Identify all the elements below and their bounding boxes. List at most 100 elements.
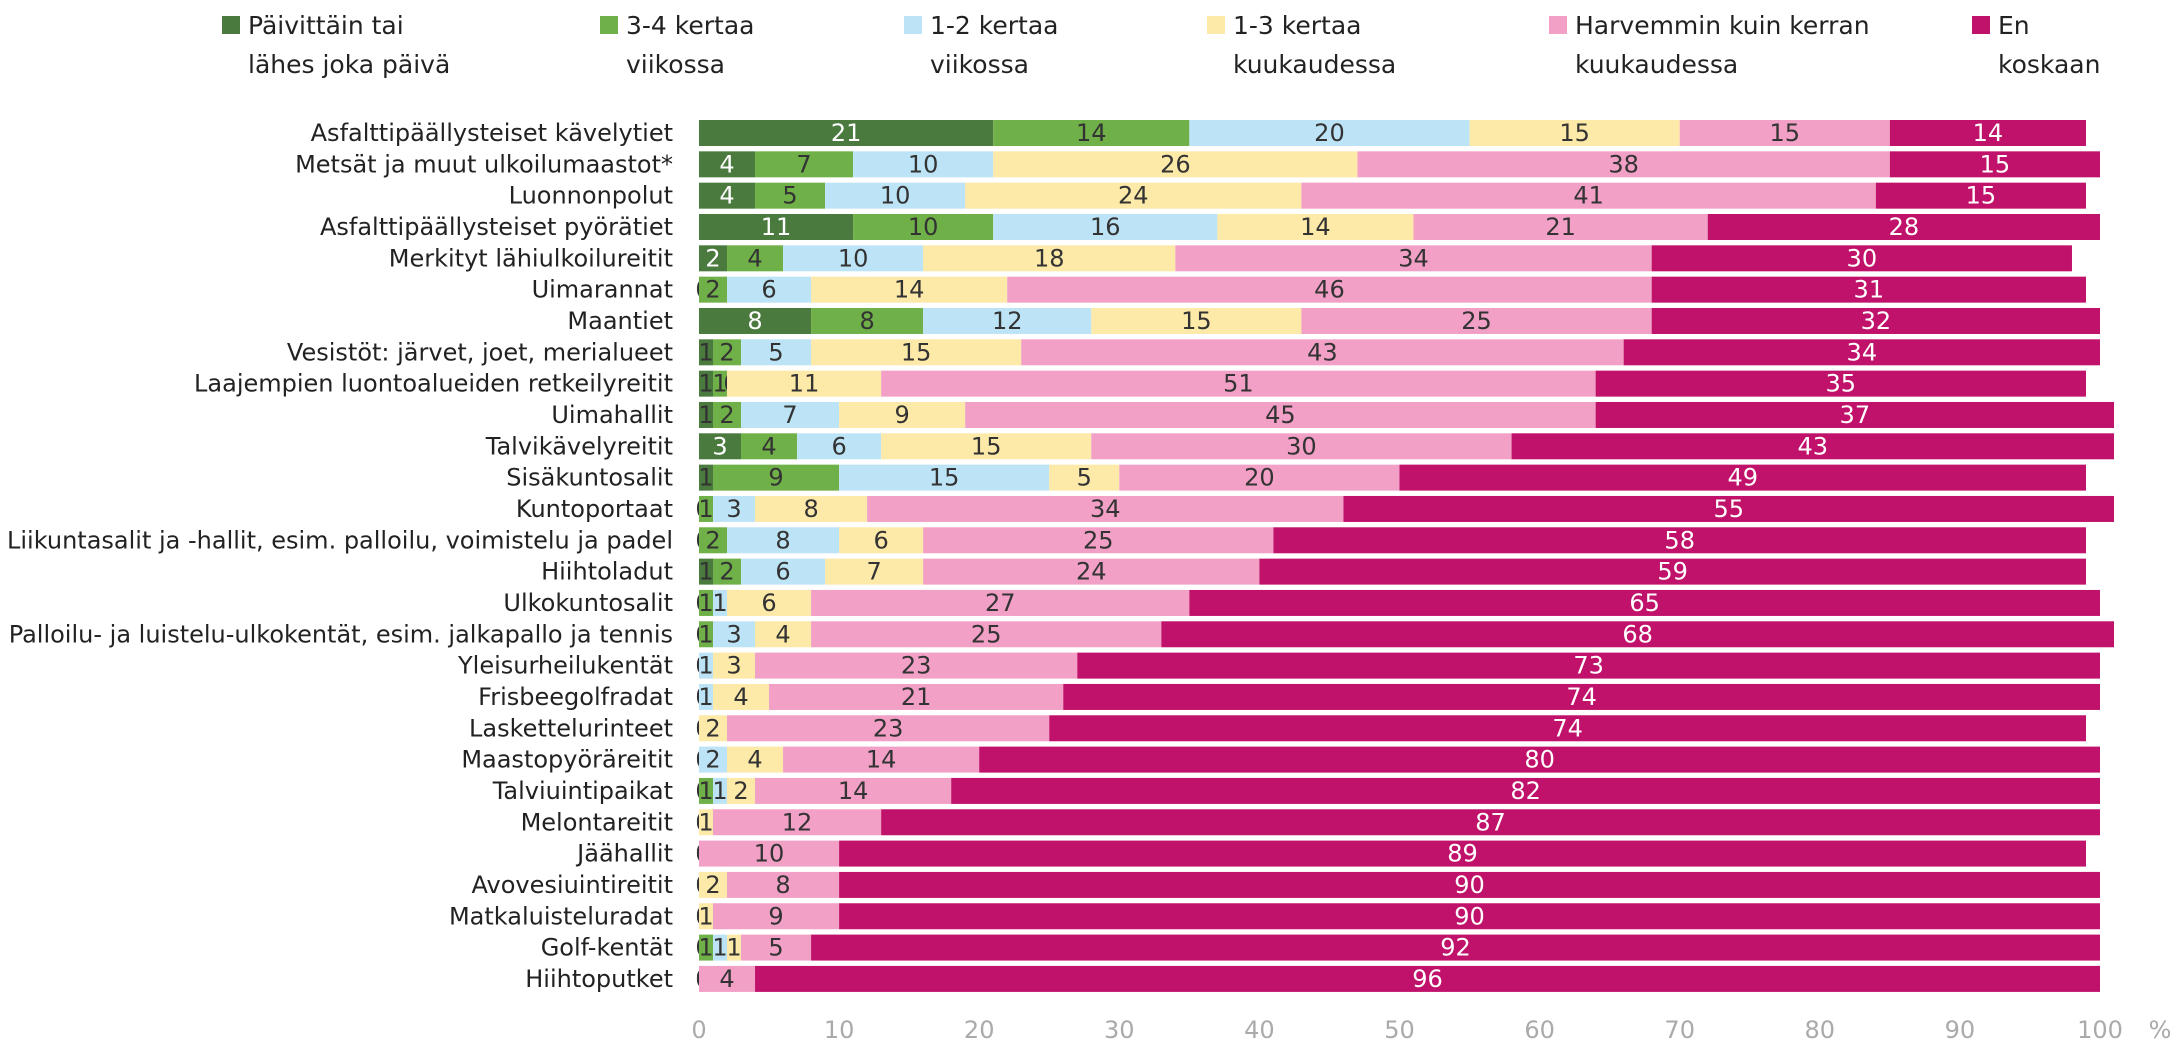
value-label: 1 xyxy=(698,370,713,398)
category-label: Sisäkuntosalit xyxy=(506,464,673,492)
category-label: Ulkokuntosalit xyxy=(503,589,673,617)
bar-segment xyxy=(755,495,868,522)
bar-segment xyxy=(811,589,1190,616)
bar-segment xyxy=(1301,307,1652,334)
value-label: 15 xyxy=(1980,150,2011,178)
bar-segment xyxy=(965,182,1302,209)
value-label: 51 xyxy=(1223,370,1254,398)
bar-segment xyxy=(1469,120,1680,146)
bar-segment xyxy=(993,151,1358,178)
value-label: 10 xyxy=(908,150,939,178)
bar-segment xyxy=(1413,213,1708,240)
legend-item: 1-3 kertaa kuukaudessa xyxy=(1207,6,1457,84)
value-label: 2 xyxy=(705,871,720,899)
bar-segment xyxy=(699,339,714,366)
x-tick-label: 50 xyxy=(1384,1016,1415,1040)
bar-segment xyxy=(867,495,1344,522)
bar-segment xyxy=(1049,464,1120,491)
value-label: 31 xyxy=(1854,276,1885,304)
value-label: 2 xyxy=(705,276,720,304)
category-label: Metsät ja muut ulkoilumaastot* xyxy=(295,150,673,178)
x-tick-label: 30 xyxy=(1104,1016,1135,1040)
value-label: 26 xyxy=(1160,150,1191,178)
x-tick-label: 20 xyxy=(964,1016,995,1040)
value-label: 41 xyxy=(1573,182,1604,210)
bar-segment xyxy=(699,965,756,992)
value-label: 55 xyxy=(1713,495,1744,523)
value-label: 23 xyxy=(901,652,932,680)
value-label: 46 xyxy=(1314,276,1345,304)
value-label: 34 xyxy=(1090,495,1121,523)
value-label: 3 xyxy=(726,620,741,648)
value-label: 1 xyxy=(698,620,713,648)
bar-segment xyxy=(1889,120,2086,146)
legend-label: Harvemmin kuin kerran kuukaudessa xyxy=(1575,11,1870,79)
value-label: 8 xyxy=(859,307,874,335)
value-label: 4 xyxy=(719,150,734,178)
bar-segment xyxy=(1161,621,2115,648)
bar-segment xyxy=(699,903,714,930)
legend-swatch xyxy=(904,16,922,34)
value-label: 10 xyxy=(908,213,939,241)
bar-segment xyxy=(699,621,714,648)
category-label: Hiihtoputket xyxy=(525,965,673,993)
value-label: 10 xyxy=(754,840,785,868)
x-tick-label: 10 xyxy=(824,1016,855,1040)
value-label: 11 xyxy=(761,213,792,241)
value-label: 8 xyxy=(747,307,762,335)
bar-segment xyxy=(727,370,882,397)
bar-segment xyxy=(713,934,728,961)
x-tick-label: 40 xyxy=(1244,1016,1275,1040)
bar-segment xyxy=(699,746,728,773)
bar-segment xyxy=(1679,120,1890,146)
value-label: 23 xyxy=(873,714,904,742)
bar-segment xyxy=(1651,276,2086,303)
value-label: 92 xyxy=(1440,934,1471,962)
value-label: 4 xyxy=(775,620,790,648)
bar-segment xyxy=(741,339,812,366)
value-label: 5 xyxy=(1077,464,1092,492)
value-label: 4 xyxy=(733,683,748,711)
x-tick-label: 90 xyxy=(1945,1016,1976,1040)
value-label: 24 xyxy=(1118,182,1149,210)
bar-segment xyxy=(1273,527,2086,554)
category-label: Jäähallit xyxy=(575,840,673,868)
bar-segment xyxy=(1189,589,2100,616)
x-tick-label: 70 xyxy=(1664,1016,1695,1040)
value-label: 28 xyxy=(1889,213,1920,241)
bar-segment xyxy=(713,401,742,428)
bar-segment xyxy=(713,683,770,710)
value-label: 34 xyxy=(1398,244,1429,272)
bar-segment xyxy=(1651,245,2072,272)
value-label: 4 xyxy=(761,432,776,460)
value-label: 6 xyxy=(775,558,790,586)
bar-segment xyxy=(727,527,840,554)
bar-segment xyxy=(741,433,798,460)
bar-segment xyxy=(727,777,756,804)
bar-segment xyxy=(881,433,1092,460)
bar-segment xyxy=(1049,715,2086,742)
bar-segment xyxy=(825,182,966,209)
legend-label: En koskaan xyxy=(1998,11,2101,79)
value-label: 24 xyxy=(1076,558,1107,586)
value-label: 2 xyxy=(733,777,748,805)
value-label: 15 xyxy=(1966,182,1997,210)
category-label: Uimahallit xyxy=(551,401,673,429)
value-label: 15 xyxy=(1770,119,1801,147)
bar-segment xyxy=(839,464,1050,491)
bar-segment xyxy=(699,840,840,867)
bar-segment xyxy=(839,527,924,554)
bar-segment xyxy=(699,683,714,710)
value-label: 2 xyxy=(705,746,720,774)
value-label: 1 xyxy=(698,338,713,366)
bar-segment xyxy=(1119,464,1400,491)
bar-segment xyxy=(699,464,714,491)
category-label: Liikuntasalit ja -hallit, esim. palloilu… xyxy=(7,526,673,554)
bar-segment xyxy=(1623,339,2100,366)
bar-segment xyxy=(699,182,756,209)
value-label: 1 xyxy=(712,934,727,962)
bar-segment xyxy=(699,589,714,616)
legend-item: En koskaan xyxy=(1972,6,2122,84)
value-label: 5 xyxy=(768,934,783,962)
category-label: Uimarannat xyxy=(532,276,673,304)
